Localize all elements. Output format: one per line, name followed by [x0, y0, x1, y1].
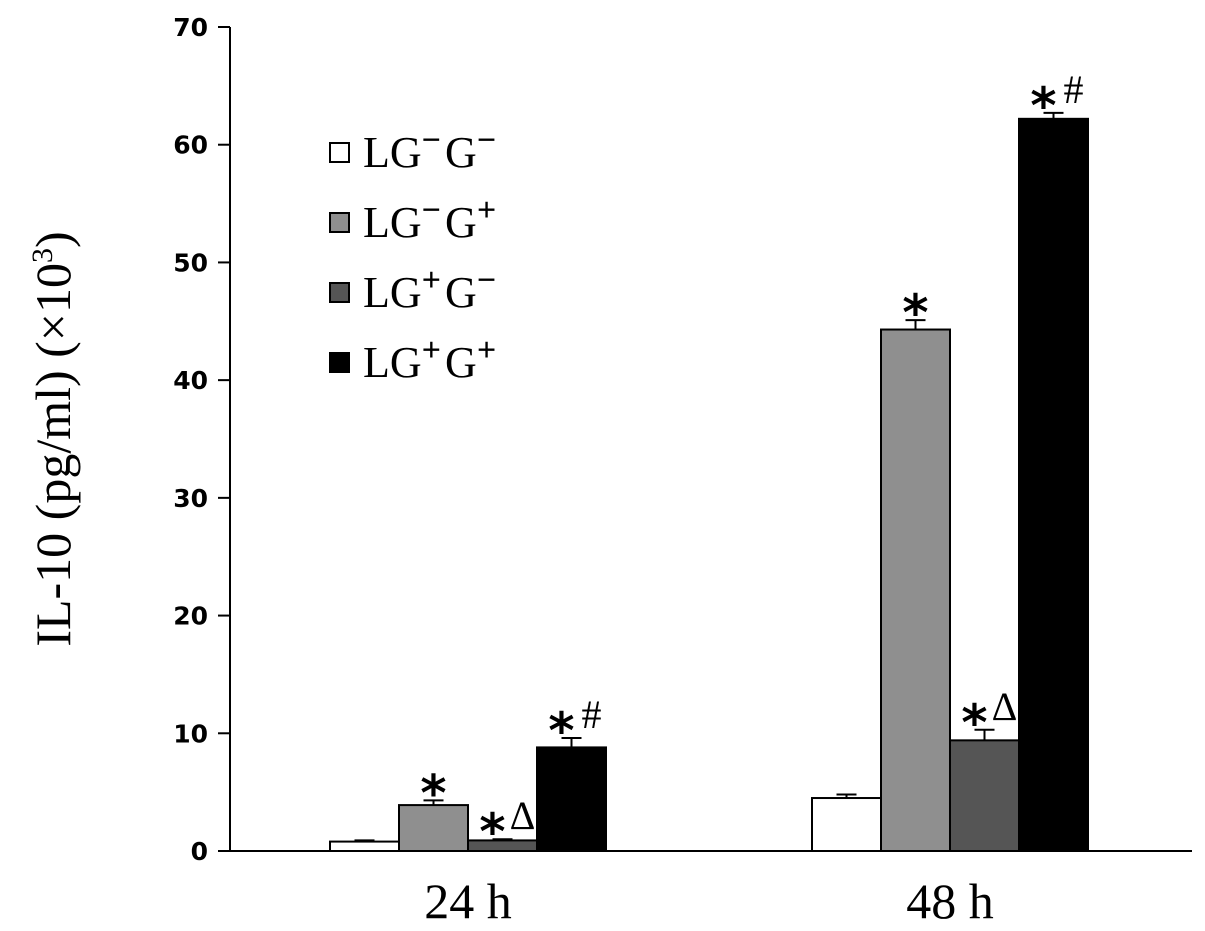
bar — [1018, 117, 1089, 853]
significance-star: * — [961, 694, 987, 752]
legend-label-sup: + — [477, 332, 496, 369]
legend-label-sup: + — [422, 332, 441, 369]
significance-star: * — [548, 702, 574, 760]
y-tick-label: 70 — [173, 13, 208, 42]
x-category-labels: 24 h 48 h — [424, 873, 994, 929]
legend-swatch — [329, 142, 350, 163]
significance-star: * — [1030, 77, 1056, 135]
y-tick-label: 40 — [173, 366, 208, 395]
significance-star: * — [420, 764, 446, 822]
y-axis-label-text: IL-10 (pg/ml) (×10 — [25, 263, 81, 647]
legend-label-g: G — [445, 198, 477, 247]
y-tick-label: 20 — [173, 602, 208, 631]
bar-annotations: *** Δ* Δ* #* # — [420, 67, 1083, 861]
legend-label-g: G — [445, 268, 477, 317]
y-tick-label: 30 — [173, 484, 208, 513]
y-tick-label: 0 — [191, 837, 208, 866]
legend-label-sup: − — [422, 192, 441, 229]
bar — [329, 840, 400, 853]
bar — [949, 739, 1020, 852]
legend-label: LG−G+ — [363, 192, 496, 247]
significance-star: * — [902, 284, 928, 342]
legend-label-sup: − — [422, 122, 441, 159]
y-tick-label: 10 — [173, 719, 208, 748]
bar — [880, 328, 951, 853]
legend-label: LG−G− — [363, 122, 496, 177]
legend-swatch — [329, 352, 350, 373]
legend-label: LG+G− — [363, 262, 496, 317]
legend-swatch — [329, 212, 350, 233]
legend-label-lg: LG — [363, 198, 422, 247]
legend-label-sup: − — [477, 122, 496, 159]
legend-label-lg: LG — [363, 268, 422, 317]
legend-label: LG+G+ — [363, 332, 496, 387]
y-ticks: 0 10 20 30 40 50 60 70 — [173, 13, 230, 866]
legend-label-lg: LG — [363, 338, 422, 387]
x-category-label: 48 h — [906, 873, 994, 929]
legend-label-lg: LG — [363, 128, 422, 177]
y-axis-label-close: ) — [25, 231, 81, 248]
legend-swatch — [329, 282, 350, 303]
bar — [536, 746, 607, 853]
significance-symbol: # — [1064, 67, 1084, 112]
significance-symbol: Δ — [510, 793, 536, 838]
y-tick-label: 50 — [173, 248, 208, 277]
significance-symbol: Δ — [992, 684, 1018, 729]
y-axis-label: IL-10 (pg/ml) (×103) — [25, 231, 81, 646]
legend-label-g: G — [445, 338, 477, 387]
legend-label-sup: + — [477, 192, 496, 229]
legend-label-sup: − — [477, 262, 496, 299]
bar — [398, 804, 469, 853]
y-tick-label: 60 — [173, 131, 208, 160]
bars — [329, 111, 1089, 853]
y-axis-label-sup: 3 — [26, 248, 59, 263]
x-category-label: 24 h — [424, 873, 512, 929]
legend-label-g: G — [445, 128, 477, 177]
significance-star: * — [479, 803, 505, 861]
significance-symbol: # — [582, 692, 602, 737]
bar — [811, 797, 882, 852]
legend: LG−G−LG−G+LG+G−LG+G+ — [329, 122, 496, 387]
legend-label-sup: + — [422, 262, 441, 299]
